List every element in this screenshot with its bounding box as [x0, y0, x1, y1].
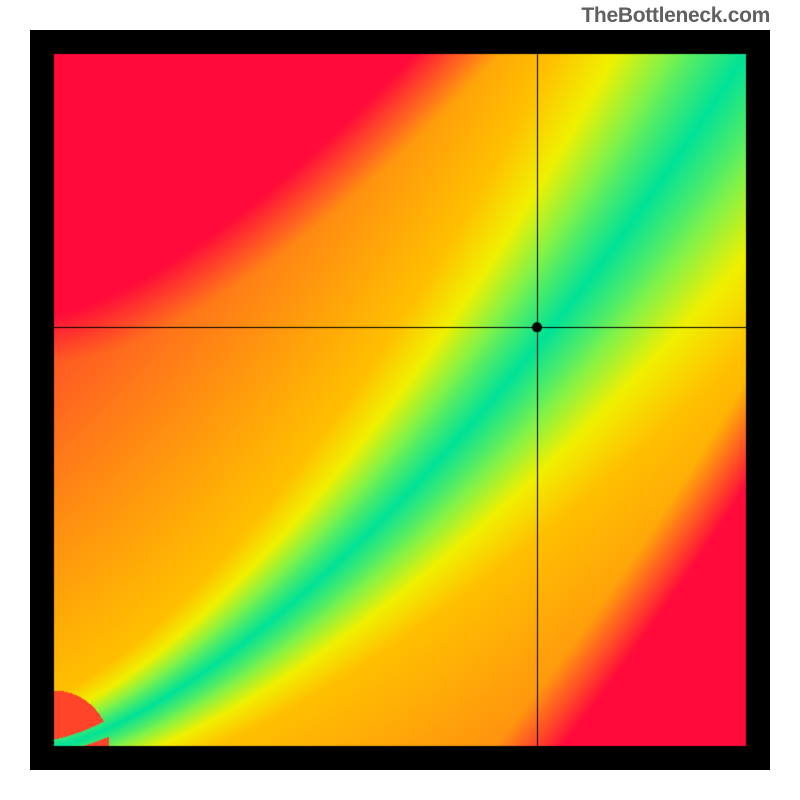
watermark-label: TheBottleneck.com [581, 4, 770, 28]
chart-container: TheBottleneck.com [0, 0, 800, 800]
heatmap-canvas [30, 30, 770, 770]
plot-frame [30, 30, 770, 770]
